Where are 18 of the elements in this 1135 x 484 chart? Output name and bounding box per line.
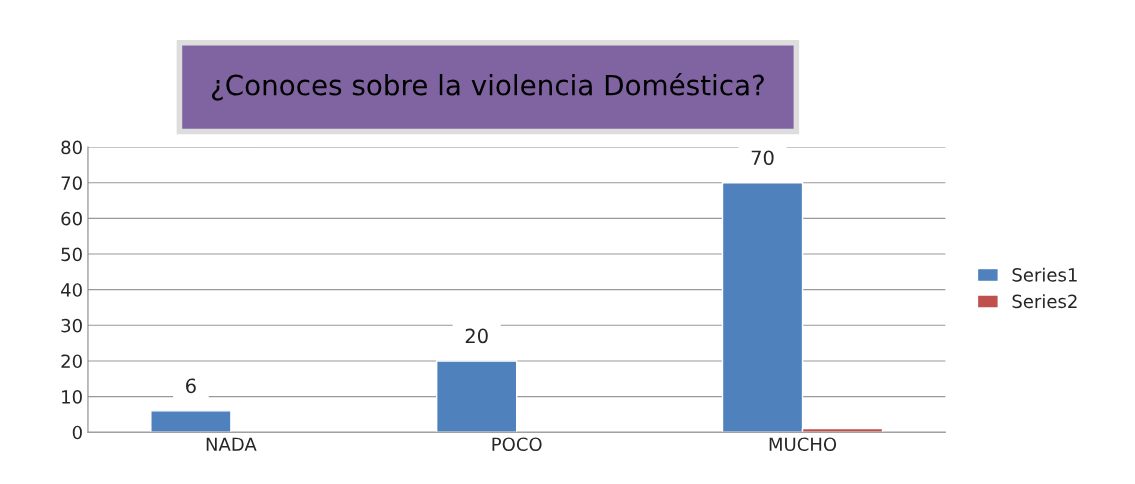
chart-title: ¿Conoces sobre la violencia Doméstica?	[211, 72, 764, 101]
x-tick-label: NADA	[206, 437, 257, 451]
data-label: 20	[465, 328, 488, 344]
x-tick-label: POCO	[492, 437, 542, 452]
y-tick-label: 30	[61, 318, 82, 333]
y-tick-label: 60	[61, 211, 82, 226]
y-tick-label: 70	[61, 176, 82, 190]
y-tick-label: 10	[62, 390, 82, 404]
y-tick-label: 0	[72, 425, 82, 440]
legend-label: Series2	[1012, 294, 1077, 309]
y-tick-label: 50	[61, 247, 82, 262]
y-tick-label: 20	[61, 354, 82, 369]
data-label: 70	[751, 150, 774, 166]
data-label: 6	[186, 378, 196, 394]
x-tick-label: MUCHO	[769, 437, 837, 452]
y-tick-label: 40	[61, 283, 82, 297]
legend-label: Series1	[1012, 267, 1077, 282]
y-tick-label: 80	[61, 140, 82, 155]
